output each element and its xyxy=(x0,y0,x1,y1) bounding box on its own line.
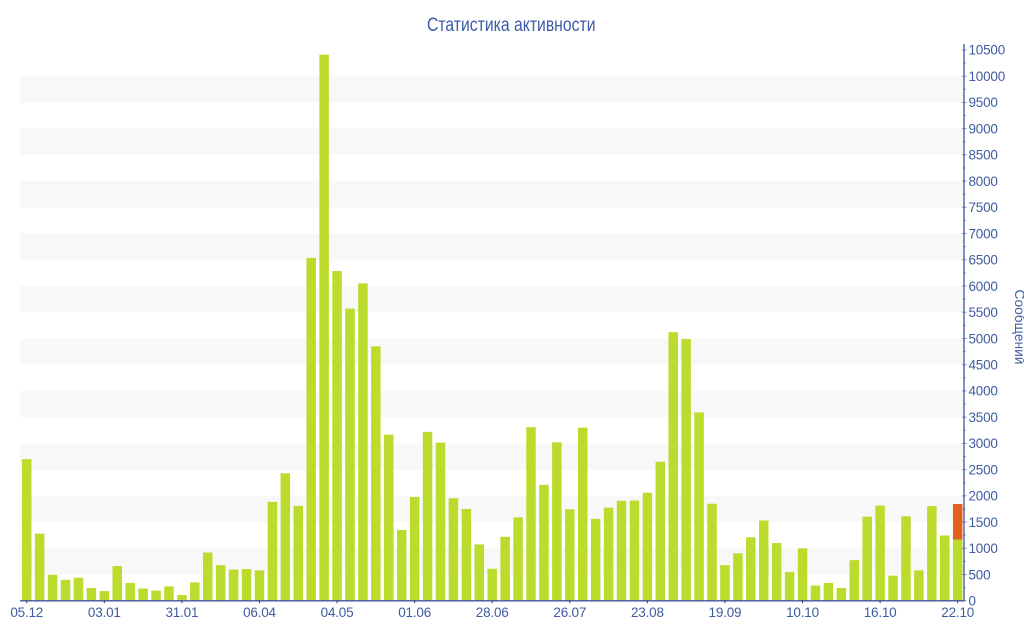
svg-text:2000: 2000 xyxy=(969,489,998,504)
svg-text:04.05: 04.05 xyxy=(321,605,354,620)
svg-text:0: 0 xyxy=(969,594,976,609)
svg-text:4000: 4000 xyxy=(969,384,998,399)
svg-text:03.01: 03.01 xyxy=(88,605,121,620)
svg-text:2500: 2500 xyxy=(969,462,998,477)
svg-text:5500: 5500 xyxy=(969,305,998,320)
svg-text:28.06: 28.06 xyxy=(476,605,509,620)
svg-text:26.07: 26.07 xyxy=(553,605,586,620)
svg-text:8500: 8500 xyxy=(969,148,998,163)
svg-text:1000: 1000 xyxy=(969,541,998,556)
svg-text:06.04: 06.04 xyxy=(243,605,276,620)
svg-text:23.08: 23.08 xyxy=(631,605,664,620)
svg-text:7000: 7000 xyxy=(969,226,998,241)
svg-text:7500: 7500 xyxy=(969,200,998,215)
svg-text:22.10: 22.10 xyxy=(941,605,974,620)
svg-text:16.10: 16.10 xyxy=(864,605,897,620)
svg-text:19.09: 19.09 xyxy=(709,605,742,620)
svg-text:8000: 8000 xyxy=(969,174,998,189)
svg-text:3500: 3500 xyxy=(969,410,998,425)
svg-text:10.10: 10.10 xyxy=(786,605,819,620)
svg-text:9500: 9500 xyxy=(969,95,998,110)
svg-text:1500: 1500 xyxy=(969,515,998,530)
svg-text:9000: 9000 xyxy=(969,121,998,136)
svg-text:Статистика активности: Статистика активности xyxy=(427,15,596,36)
svg-text:10500: 10500 xyxy=(969,43,1006,58)
svg-text:6500: 6500 xyxy=(969,253,998,268)
svg-text:3000: 3000 xyxy=(969,436,998,451)
svg-text:01.06: 01.06 xyxy=(398,605,431,620)
svg-text:10000: 10000 xyxy=(969,69,1006,84)
svg-text:500: 500 xyxy=(969,567,991,582)
svg-text:Сообщений: Сообщений xyxy=(1012,290,1024,365)
svg-text:5000: 5000 xyxy=(969,331,998,346)
svg-text:31.01: 31.01 xyxy=(165,605,198,620)
svg-text:6000: 6000 xyxy=(969,279,998,294)
svg-text:05.12: 05.12 xyxy=(10,605,43,620)
svg-text:4500: 4500 xyxy=(969,358,998,373)
